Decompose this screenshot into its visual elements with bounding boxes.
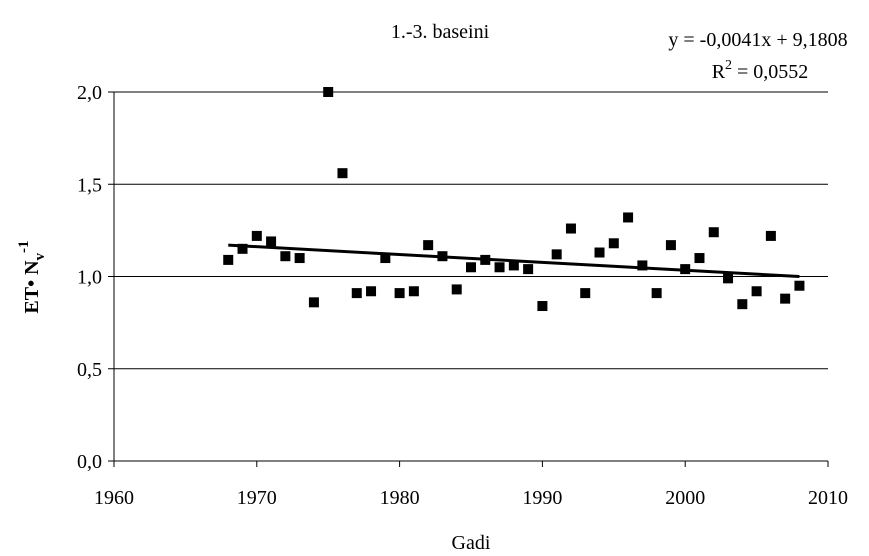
data-point <box>637 260 648 271</box>
data-point <box>723 273 734 284</box>
data-point <box>408 286 419 297</box>
data-point <box>237 243 248 254</box>
data-point <box>251 230 262 241</box>
data-point <box>594 247 605 258</box>
data-point <box>780 293 791 304</box>
data-point <box>623 212 634 223</box>
data-point <box>366 286 377 297</box>
data-point <box>380 253 391 264</box>
y-axis-label: ET• Nv-1 <box>16 240 48 313</box>
data-point <box>494 262 505 273</box>
y-tick-label: 0,0 <box>77 451 102 473</box>
data-point <box>308 297 319 308</box>
data-point <box>223 254 234 265</box>
x-tick-label: 1970 <box>237 487 277 509</box>
data-point <box>708 227 719 238</box>
x-axis-label: Gadi <box>452 532 491 554</box>
r-squared: R2 = 0,0552 <box>712 58 809 83</box>
data-point <box>565 223 576 234</box>
data-point <box>351 288 362 299</box>
x-tick-label: 1960 <box>94 487 134 509</box>
data-point <box>608 238 619 249</box>
data-point <box>651 288 662 299</box>
data-point <box>580 288 591 299</box>
y-tick-label: 0,5 <box>77 359 102 381</box>
data-point <box>665 240 676 251</box>
data-point <box>551 249 562 260</box>
data-point <box>423 240 434 251</box>
x-tick-label: 2010 <box>808 487 848 509</box>
y-tick-label: 2,0 <box>77 82 102 104</box>
y-tick-label: 1,5 <box>77 174 102 196</box>
data-point <box>751 286 762 297</box>
data-point <box>451 284 462 295</box>
data-point <box>280 251 291 262</box>
x-tick-label: 2000 <box>665 487 705 509</box>
data-point <box>794 280 805 291</box>
data-point <box>466 262 476 273</box>
data-point <box>737 299 748 310</box>
data-point <box>537 301 548 312</box>
data-point <box>323 87 334 97</box>
data-point <box>694 253 705 264</box>
y-tick-label: 1,0 <box>77 267 102 289</box>
data-point <box>765 230 776 241</box>
x-tick-label: 1980 <box>380 487 420 509</box>
data-point <box>266 236 277 247</box>
x-tick-label: 1990 <box>522 487 562 509</box>
trend-equation: y = -0,0041x + 9,1808 <box>668 29 847 51</box>
data-point <box>523 264 534 275</box>
data-point <box>294 253 305 264</box>
trendline <box>228 243 800 278</box>
data-point <box>508 260 519 271</box>
chart-title: 1.-3. baseini <box>391 21 490 43</box>
data-point <box>394 288 405 299</box>
data-point <box>337 168 348 179</box>
